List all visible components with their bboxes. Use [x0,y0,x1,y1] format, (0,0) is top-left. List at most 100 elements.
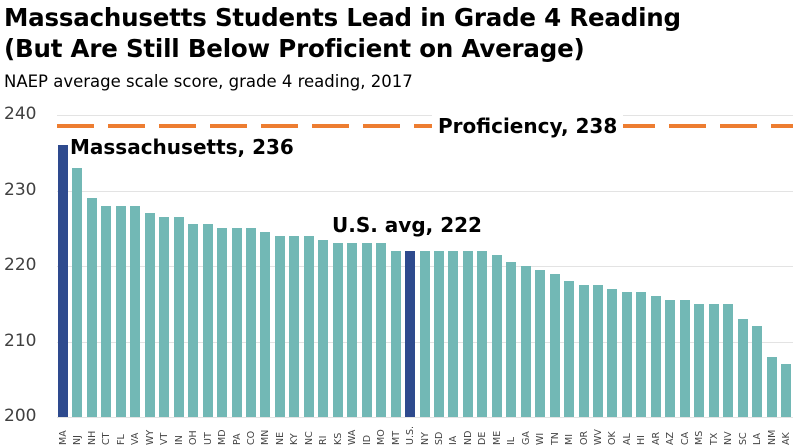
x-tick-label-text: CT [101,432,112,445]
bar-nc [304,236,314,417]
x-tick-label: LA [750,423,764,445]
x-tick-label: UT [201,423,215,445]
x-tick-label: ME [490,423,504,445]
gridline [57,115,793,116]
bar-mo [376,243,386,417]
x-tick-label-text: NH [87,430,98,445]
bar-ks [333,243,343,417]
bar-ky [289,236,299,417]
x-tick-label: ND [461,423,475,445]
x-tick-label-text: CA [680,431,691,445]
y-tick-label: 220 [4,255,37,275]
bar-ms [694,304,704,417]
x-tick-label-text: MA [58,430,69,445]
proficiency-reference-line [57,124,793,128]
x-tick-label-text: U.S. [405,425,416,445]
x-tick-label: KS [331,423,345,445]
x-tick-label-text: OH [188,430,199,445]
x-tick-label: ID [360,423,374,445]
x-tick-label: NY [418,423,432,445]
bar-al [622,292,632,417]
bar-az [665,300,675,417]
bar-ok [607,289,617,417]
x-tick-label-text: OK [607,431,618,445]
bar-us [405,251,415,417]
x-tick-label-text: IN [174,435,185,445]
bar-oh [188,224,198,417]
x-tick-label-text: VT [159,432,170,445]
bar-wy [145,213,155,417]
x-tick-label: NV [721,423,735,445]
y-tick-label: 240 [4,104,37,124]
bar-ut [203,224,213,417]
bar-mt [391,251,401,417]
x-tick-label: MI [562,423,576,445]
x-tick-label-text: NM [767,429,778,445]
x-tick-label: NH [85,423,99,445]
x-tick-label: NC [302,423,316,445]
x-tick-label: MA [56,423,70,445]
x-tick-label-text: IA [448,435,459,445]
bar-mi [564,281,574,417]
x-tick-label: PA [230,423,244,445]
bar-md [217,228,227,417]
x-tick-label-text: MO [376,429,387,445]
x-tick-label-text: AK [781,432,792,445]
x-tick-label-text: UT [203,432,214,445]
bar-id [362,243,372,417]
x-tick-label-text: KY [289,433,300,445]
x-tick-label-text: SC [738,432,749,445]
x-tick-label: AL [620,423,634,445]
x-tick-label-text: NY [420,432,431,445]
x-tick-label-text: ND [463,430,474,445]
bar-fl [116,206,126,417]
bar-mn [260,232,270,417]
gridline [57,191,793,192]
bar-la [752,326,762,417]
x-tick-label-text: WI [535,432,546,445]
x-tick-label: NM [765,423,779,445]
chart-title: Massachusetts Students Lead in Grade 4 R… [4,2,681,64]
bar-nv [723,304,733,417]
bar-ny [420,251,430,417]
bar-me [492,255,502,417]
bar-wi [535,270,545,417]
bar-sc [738,319,748,417]
y-tick-label: 210 [4,331,37,351]
x-tick-label-text: PA [232,433,243,445]
x-tick-label: WV [591,423,605,445]
x-tick-label-text: NV [723,431,734,445]
x-tick-label: U.S. [403,423,417,445]
x-tick-label-text: SD [434,431,445,445]
x-tick-label-text: ID [362,434,373,445]
x-tick-label-text: DE [477,431,488,445]
x-tick-label: CO [244,423,258,445]
x-tick-label: AZ [663,423,677,445]
bar-nh [87,198,97,417]
x-tick-label: KY [287,423,301,445]
x-tick-label-text: MD [217,429,228,445]
x-tick-label: RI [316,423,330,445]
x-tick-label-text: TX [709,432,720,445]
x-tick-label: MS [692,423,706,445]
x-tick-label-text: OR [579,430,590,445]
massachusetts-annotation: Massachusetts, 236 [70,135,294,159]
x-tick-label-text: WA [347,429,358,445]
x-tick-label-text: HI [636,435,647,445]
x-tick-label: MO [374,423,388,445]
x-tick-label-text: AR [651,431,662,445]
x-tick-label: IL [504,423,518,445]
x-tick-label-text: FL [116,434,127,445]
x-tick-label: CA [678,423,692,445]
x-tick-label-text: WV [593,429,604,445]
bar-or [579,285,589,417]
x-tick-label: OH [186,423,200,445]
x-tick-label: TX [707,423,721,445]
x-tick-label-text: LA [752,432,763,445]
proficiency-label: Proficiency, 238 [432,113,624,139]
bar-ct [101,206,111,417]
chart-title-line-1: Massachusetts Students Lead in Grade 4 R… [4,3,681,32]
gridline [57,417,793,418]
y-tick-label: 230 [4,180,37,200]
